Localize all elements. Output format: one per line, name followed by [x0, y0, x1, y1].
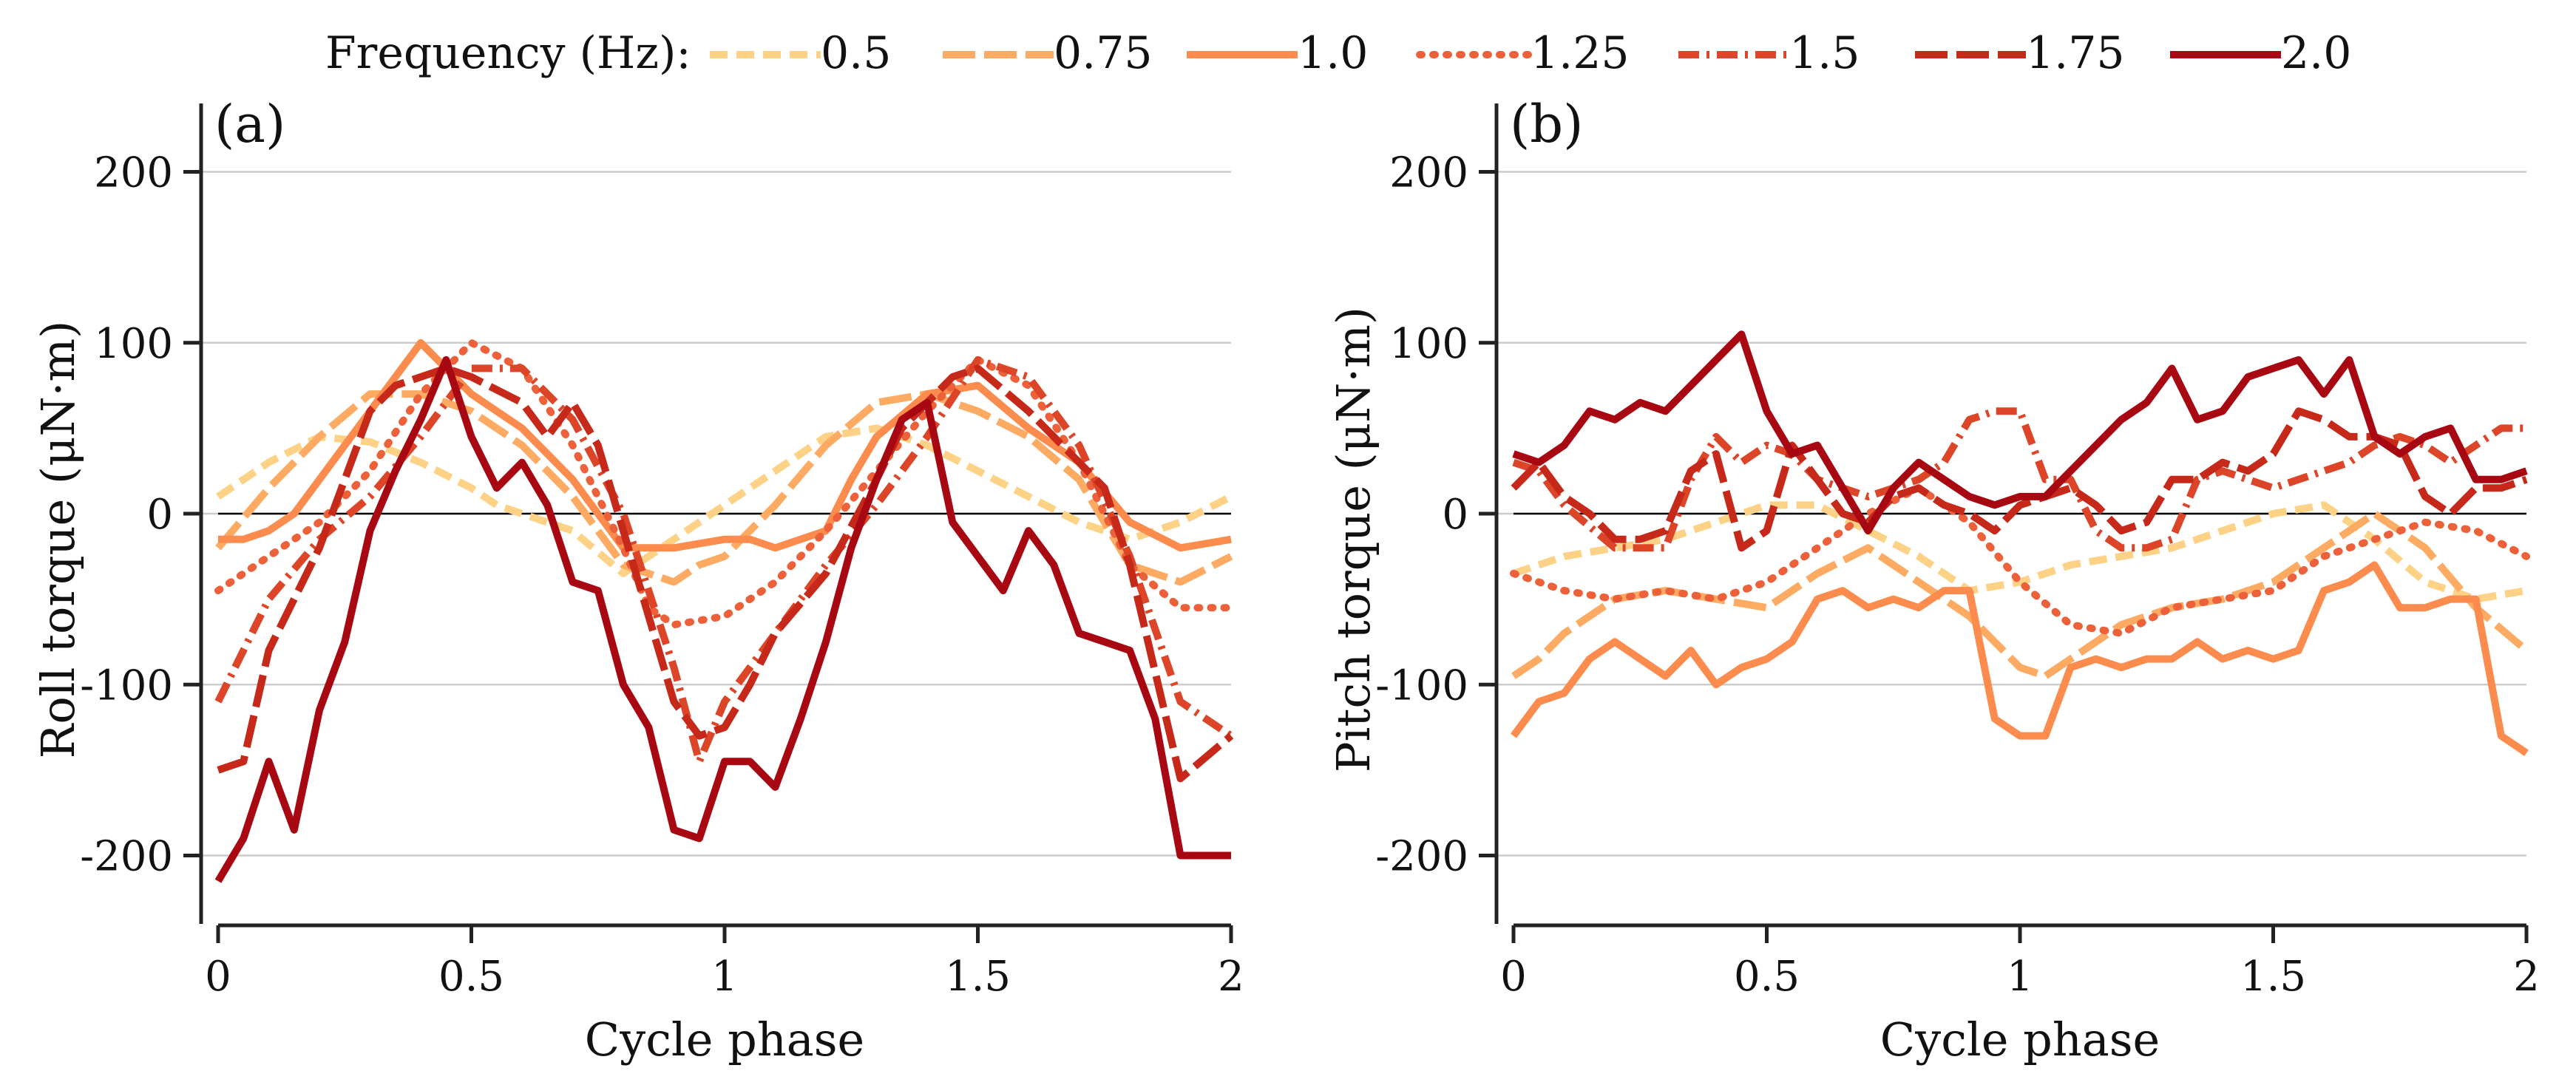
- y-tick-label-a--200: -200: [80, 833, 173, 881]
- x-tick-label-a-0.5: 0.5: [438, 953, 504, 1001]
- pitch-torque-panel: (b) Cycle phase Pitch torque (μN·m) -200…: [1326, 94, 2540, 1067]
- x-tick-label-b-0: 0: [1500, 953, 1527, 1001]
- series-line-a-1.25: [214, 339, 1235, 629]
- y-tick-label-a-0: 0: [146, 491, 173, 539]
- series-line-b-1.75: [1511, 407, 2528, 552]
- series-line-b-2.0: [1512, 330, 2528, 535]
- legend-label-0.75: 0.75: [1054, 27, 1153, 79]
- y-tick-label-a--100: -100: [80, 661, 173, 710]
- series-line-b-0.75: [1511, 510, 2529, 680]
- series-line-b-1.5: [1512, 407, 2526, 552]
- x-tick-label-a-1: 1: [711, 953, 738, 1001]
- series-line-b-0.5: [1512, 501, 2527, 603]
- legend-label-1.75: 1.75: [2026, 27, 2125, 79]
- series-line-a-0.5: [216, 424, 1233, 577]
- legend: Frequency (Hz): 0.5 0.75 1.0 1.25 1.5 1.75 2.0: [325, 27, 2351, 79]
- y-tick-label-b-100: 100: [1389, 320, 1468, 368]
- legend-label-1.0: 1.0: [1298, 27, 1368, 79]
- y-axis-title-a: Roll torque (μN·m): [31, 321, 85, 759]
- x-tick-label-b-0.5: 0.5: [1734, 953, 1800, 1001]
- x-tick-label-a-1.5: 1.5: [945, 953, 1011, 1001]
- legend-title: Frequency (Hz):: [325, 27, 691, 79]
- legend-entry-1.25: 1.25: [1416, 27, 1630, 79]
- x-axis-title-b: Cycle phase: [1880, 1013, 2160, 1067]
- legend-label-0.5: 0.5: [821, 27, 891, 79]
- legend-entry-0.75: 0.75: [943, 27, 1153, 79]
- y-tick-label-b--100: -100: [1375, 661, 1468, 710]
- y-axis-title-b: Pitch torque (μN·m): [1326, 307, 1380, 772]
- x-tick-label-a-2: 2: [1218, 953, 1244, 1001]
- legend-label-1.25: 1.25: [1531, 27, 1630, 79]
- series-line-a-1.75: [217, 364, 1234, 783]
- legend-entry-2.0: 2.0: [2170, 27, 2351, 79]
- legend-entries: 0.5 0.75 1.0 1.25 1.5 1.75 2.0: [710, 27, 2351, 79]
- legend-label-2.0: 2.0: [2281, 27, 2351, 79]
- legend-entry-0.5: 0.5: [710, 27, 891, 79]
- x-tick-label-b-1.5: 1.5: [2240, 953, 2306, 1001]
- series-line-a-2.0: [214, 356, 1231, 883]
- y-tick-label-a-200: 200: [94, 149, 173, 197]
- y-tick-label-b-0: 0: [1442, 491, 1468, 539]
- series-line-a-1.0: [218, 339, 1232, 552]
- y-tick-label-b-200: 200: [1389, 149, 1468, 197]
- y-tick-label-a-100: 100: [94, 320, 173, 368]
- x-tick-label-b-1: 1: [2007, 953, 2033, 1001]
- x-tick-label-b-2: 2: [2513, 953, 2540, 1001]
- legend-entry-1.0: 1.0: [1187, 27, 1368, 79]
- panel-label-a: (a): [214, 94, 285, 154]
- legend-entry-1.75: 1.75: [1915, 27, 2125, 79]
- series-line-b-1.0: [1510, 561, 2529, 756]
- legend-entry-1.5: 1.5: [1678, 27, 1860, 79]
- roll-torque-panel: (a) Cycle phase Roll torque (μN·m) -200 -…: [31, 94, 1244, 1067]
- panel-label-b: (b): [1510, 94, 1583, 154]
- x-axis-title-a: Cycle phase: [585, 1013, 865, 1067]
- x-tick-label-a-0: 0: [205, 953, 231, 1001]
- legend-label-1.5: 1.5: [1789, 27, 1860, 79]
- y-tick-label-b--200: -200: [1375, 833, 1468, 881]
- series-line-b-1.25: [1510, 484, 2530, 637]
- series-line-a-0.75: [215, 390, 1233, 586]
